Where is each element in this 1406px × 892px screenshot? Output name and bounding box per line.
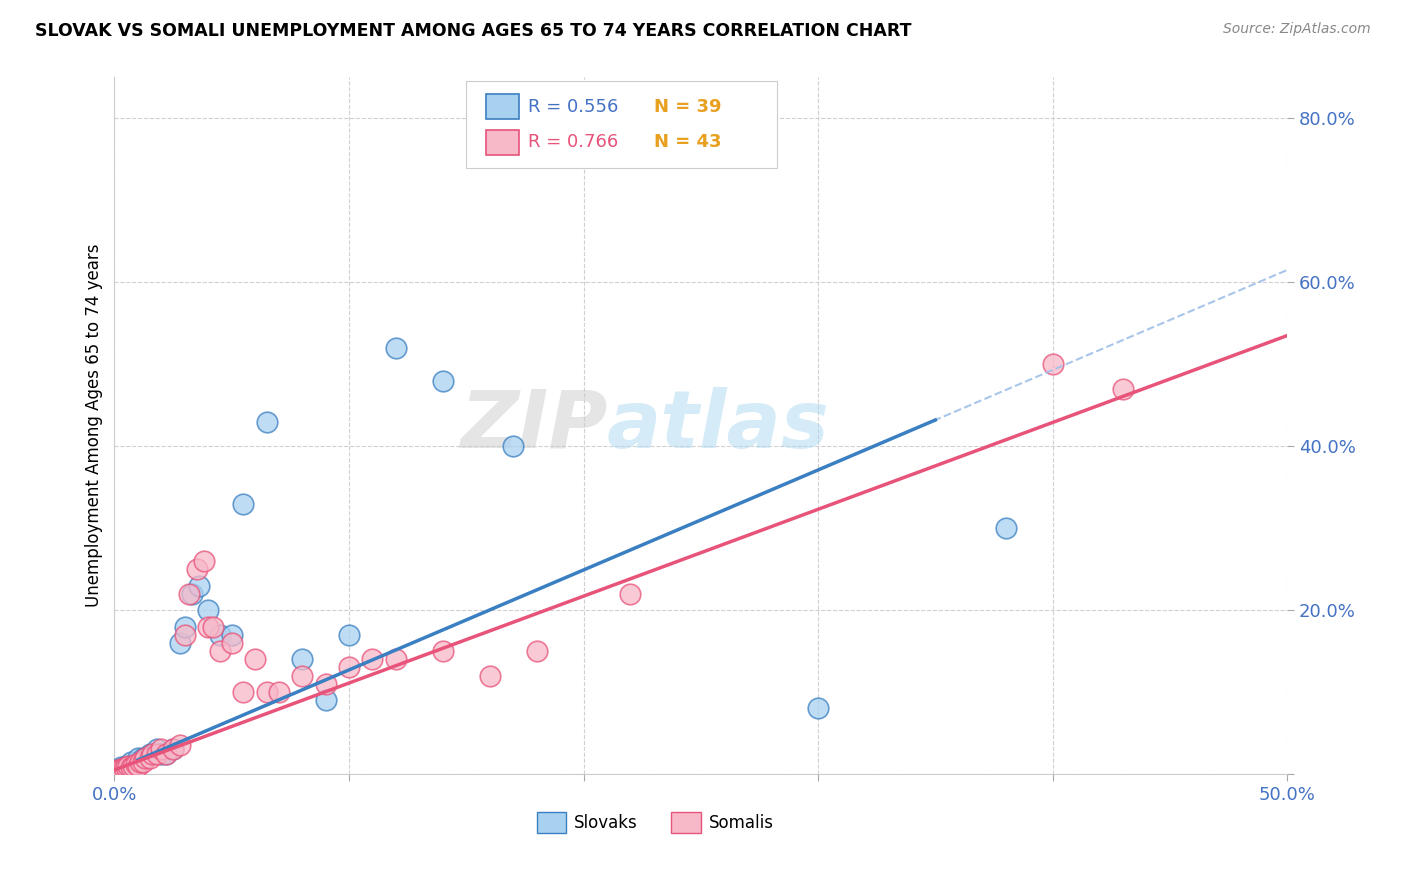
Point xyxy=(315,693,337,707)
Point xyxy=(120,755,142,769)
Point xyxy=(256,415,278,429)
Text: atlas: atlas xyxy=(607,387,830,465)
Point xyxy=(122,759,145,773)
Point xyxy=(526,644,548,658)
Point xyxy=(141,747,163,761)
Point xyxy=(134,750,156,764)
Point xyxy=(169,636,191,650)
Point xyxy=(162,742,184,756)
Text: SLOVAK VS SOMALI UNEMPLOYMENT AMONG AGES 65 TO 74 YEARS CORRELATION CHART: SLOVAK VS SOMALI UNEMPLOYMENT AMONG AGES… xyxy=(35,22,911,40)
Point xyxy=(145,742,167,756)
Text: Source: ZipAtlas.com: Source: ZipAtlas.com xyxy=(1223,22,1371,37)
Point xyxy=(124,757,146,772)
Bar xyxy=(537,813,567,833)
Point xyxy=(124,757,146,772)
Point xyxy=(127,759,149,773)
Point xyxy=(180,587,202,601)
Point xyxy=(232,685,254,699)
Point xyxy=(117,760,139,774)
Point xyxy=(129,755,152,769)
Point xyxy=(129,755,152,769)
Point xyxy=(502,439,524,453)
Point xyxy=(112,761,135,775)
Point xyxy=(110,762,132,776)
Point xyxy=(221,628,243,642)
Point xyxy=(994,521,1017,535)
Point xyxy=(169,739,191,753)
Point xyxy=(243,652,266,666)
Text: Somalis: Somalis xyxy=(709,814,773,831)
Point xyxy=(150,742,173,756)
Point xyxy=(337,660,360,674)
Point xyxy=(208,628,231,642)
Point xyxy=(179,587,201,601)
Point xyxy=(361,652,384,666)
Point xyxy=(291,668,314,682)
Point xyxy=(131,755,153,769)
Point xyxy=(432,644,454,658)
Point xyxy=(120,760,142,774)
Text: R = 0.766: R = 0.766 xyxy=(529,133,619,151)
Y-axis label: Unemployment Among Ages 65 to 74 years: Unemployment Among Ages 65 to 74 years xyxy=(86,244,103,607)
Point xyxy=(173,628,195,642)
Point xyxy=(155,747,177,761)
Point xyxy=(232,497,254,511)
Text: R = 0.556: R = 0.556 xyxy=(529,98,619,116)
Point xyxy=(1112,382,1135,396)
Point xyxy=(201,619,224,633)
Point xyxy=(197,619,219,633)
Point xyxy=(173,619,195,633)
Point xyxy=(117,759,139,773)
Point xyxy=(155,747,177,761)
Point xyxy=(1042,357,1064,371)
Point xyxy=(478,668,501,682)
Point xyxy=(115,759,138,773)
Point xyxy=(291,652,314,666)
Point xyxy=(108,763,131,777)
Text: Slovaks: Slovaks xyxy=(574,814,638,831)
Point xyxy=(807,701,830,715)
Point xyxy=(112,763,135,777)
Text: ZIP: ZIP xyxy=(460,387,607,465)
Point xyxy=(138,750,160,764)
Point xyxy=(337,628,360,642)
Point xyxy=(150,747,173,761)
FancyBboxPatch shape xyxy=(467,81,778,168)
Point xyxy=(385,652,408,666)
Point xyxy=(221,636,243,650)
Point xyxy=(385,341,408,355)
Point xyxy=(187,578,209,592)
Point xyxy=(108,763,131,777)
Point xyxy=(131,750,153,764)
Point xyxy=(110,760,132,774)
Point xyxy=(186,562,208,576)
Point xyxy=(127,755,149,769)
Point xyxy=(267,685,290,699)
Point xyxy=(141,747,163,761)
Point xyxy=(122,759,145,773)
Point xyxy=(315,677,337,691)
Text: N = 39: N = 39 xyxy=(654,98,721,116)
Point xyxy=(105,763,128,777)
Bar xyxy=(672,813,700,833)
Point xyxy=(115,760,138,774)
Point xyxy=(197,603,219,617)
Point xyxy=(115,762,138,776)
Point xyxy=(138,747,160,761)
Text: N = 43: N = 43 xyxy=(654,133,721,151)
Point xyxy=(134,750,156,764)
Point xyxy=(145,747,167,761)
Point xyxy=(105,763,128,777)
Bar xyxy=(486,95,519,120)
Point xyxy=(208,644,231,658)
Point xyxy=(256,685,278,699)
Point xyxy=(619,587,641,601)
Point xyxy=(127,750,149,764)
Point xyxy=(120,759,142,773)
Point xyxy=(193,554,215,568)
Point xyxy=(432,374,454,388)
Bar xyxy=(486,129,519,154)
Point xyxy=(162,742,184,756)
